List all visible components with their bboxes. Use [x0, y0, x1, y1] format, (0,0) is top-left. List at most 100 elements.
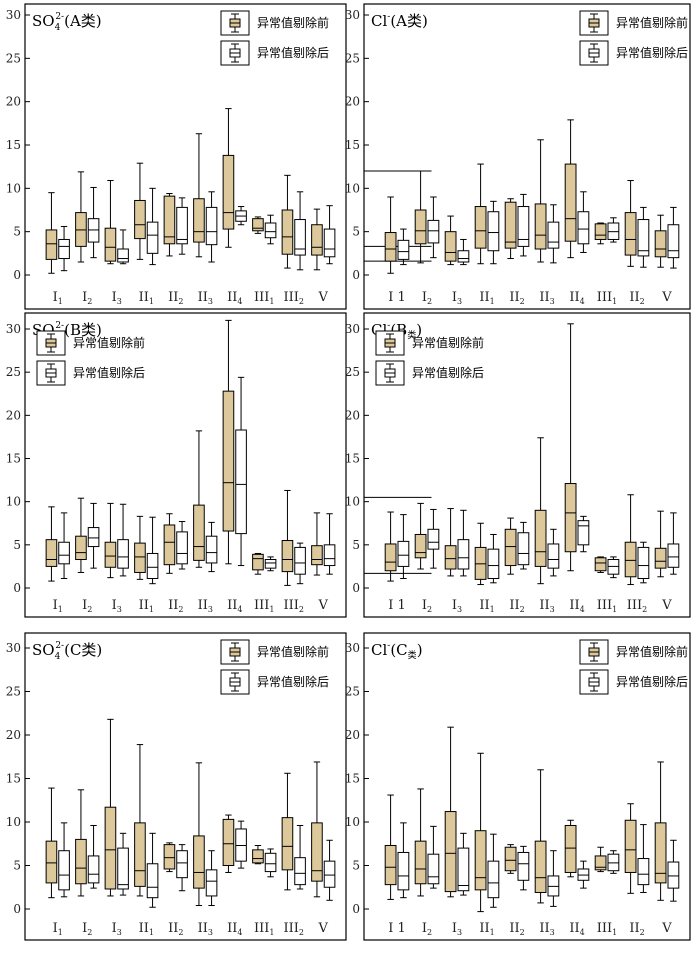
- panel-SO4-C: 0 5 10 15 20 25 30 I1 I2 I3 II1 II2 II3 II4 III1 III2 V S…: [6, 632, 347, 941]
- y-tick-label: 20: [6, 728, 21, 742]
- iqr-box: [104, 806, 117, 890]
- category-label: II2: [168, 598, 183, 614]
- iqr-box: [474, 830, 487, 891]
- box-before-5: [534, 437, 547, 585]
- box-before-5: [193, 133, 205, 258]
- iqr-box: [457, 250, 470, 263]
- box-before-8: [281, 772, 294, 891]
- y-tick-label: 0: [352, 581, 360, 595]
- category-label: II2: [629, 290, 644, 306]
- iqr-box: [311, 545, 323, 566]
- panel-Cl-A: 0 5 10 15 20 25 30 I 1 I2 I3 II1 II2 II3 II4 III1 II2 V C…: [345, 3, 691, 310]
- iqr-box: [104, 227, 117, 262]
- panel-frame: [363, 3, 691, 310]
- box-after-6: [577, 191, 590, 253]
- y-tick-label: 25: [345, 51, 360, 65]
- iqr-box: [534, 840, 547, 893]
- box-after-3: [146, 516, 159, 585]
- y-tick-label: 5: [352, 538, 360, 552]
- y-tick-label: 5: [13, 225, 21, 239]
- iqr-box: [323, 228, 336, 258]
- box-before-0: [384, 196, 397, 274]
- iqr-box: [457, 539, 470, 570]
- box-after-6: [235, 206, 247, 226]
- y-tick-label: 30: [6, 641, 21, 655]
- iqr-box: [281, 209, 294, 255]
- iqr-box: [45, 840, 58, 884]
- box-before-0: [384, 794, 397, 900]
- y-tick-label: 25: [6, 51, 21, 65]
- iqr-box: [487, 548, 500, 580]
- box-after-3: [146, 832, 159, 908]
- category-label: I 1: [388, 598, 406, 613]
- y-tick-label: 20: [345, 95, 360, 109]
- box-before-9: [311, 761, 323, 898]
- box-before-6: [564, 819, 577, 878]
- legend-item-before: 异常值剔除前: [220, 639, 329, 665]
- panel-Cl-B: 0 5 10 15 20 25 30 I 1 I2 I3 II1 II2 II3 II4 III1 III2 V…: [345, 312, 691, 618]
- box-before-2: [444, 508, 457, 577]
- box-after-4: [176, 197, 188, 255]
- box-after-1: [427, 825, 440, 889]
- iqr-box: [311, 224, 323, 256]
- iqr-box: [504, 528, 517, 567]
- box-before-3: [134, 744, 146, 897]
- box-after-5: [205, 850, 218, 907]
- box-before-4: [163, 193, 176, 257]
- category-label: I2: [82, 290, 92, 306]
- box-after-0: [397, 228, 410, 266]
- box-after-9: [323, 839, 336, 901]
- iqr-box: [624, 819, 637, 873]
- iqr-box: [323, 544, 336, 567]
- category-label: I 1: [388, 921, 406, 936]
- box-before-5: [193, 430, 205, 568]
- iqr-box: [323, 860, 336, 888]
- y-tick-label: 10: [6, 815, 21, 829]
- y-tick-label: 20: [345, 728, 360, 742]
- iqr-box: [427, 219, 440, 244]
- box-before-1: [414, 170, 427, 264]
- box-after-7: [607, 850, 620, 874]
- category-label: I1: [53, 921, 63, 937]
- panel-title: Cl-(A类): [371, 12, 428, 30]
- category-label: II1: [139, 290, 154, 306]
- box-after-8: [637, 206, 650, 268]
- iqr-box: [75, 535, 87, 561]
- box-before-2: [444, 726, 457, 898]
- category-label: II2: [509, 290, 524, 306]
- legend-label: 异常值剔除前: [73, 335, 145, 350]
- category-label: II3: [539, 598, 554, 614]
- box-before-3: [134, 515, 146, 580]
- iqr-box: [311, 822, 323, 882]
- iqr-box: [534, 203, 547, 250]
- iqr-box: [146, 221, 159, 254]
- iqr-box: [117, 539, 129, 569]
- box-before-0: [45, 506, 58, 582]
- legend-item-after: 异常值剔除后: [220, 40, 329, 66]
- category-label: I 1: [388, 290, 406, 305]
- category-label: I2: [82, 598, 92, 614]
- iqr-box: [637, 546, 650, 580]
- box-after-5: [547, 204, 560, 264]
- category-label: II1: [479, 290, 494, 306]
- y-tick-label: 25: [345, 365, 360, 379]
- panel-frame: [24, 312, 347, 618]
- legend-item-after: 异常值剔除后: [36, 360, 145, 386]
- box-after-0: [58, 225, 70, 272]
- y-tick-label: 5: [352, 859, 360, 873]
- category-label: II4: [569, 290, 584, 306]
- legend-item-after: 异常值剔除后: [579, 40, 688, 66]
- box-before-1: [414, 502, 427, 570]
- box-before-8: [624, 803, 637, 894]
- iqr-box: [87, 527, 100, 548]
- category-label: III1: [597, 290, 618, 306]
- iqr-box: [517, 532, 530, 566]
- iqr-box: [637, 858, 650, 886]
- iqr-box: [444, 545, 457, 570]
- legend-label: 异常值剔除前: [616, 644, 688, 659]
- legend-label: 异常值剔除后: [616, 674, 688, 689]
- y-tick-label: 0: [352, 902, 360, 916]
- panel-Cl-C: 0 5 10 15 20 25 30 I 1 I2 I3 II1 II2 II3 II4 III1 II2 V C…: [345, 632, 691, 941]
- iqr-box: [654, 547, 667, 569]
- iqr-box: [504, 846, 517, 872]
